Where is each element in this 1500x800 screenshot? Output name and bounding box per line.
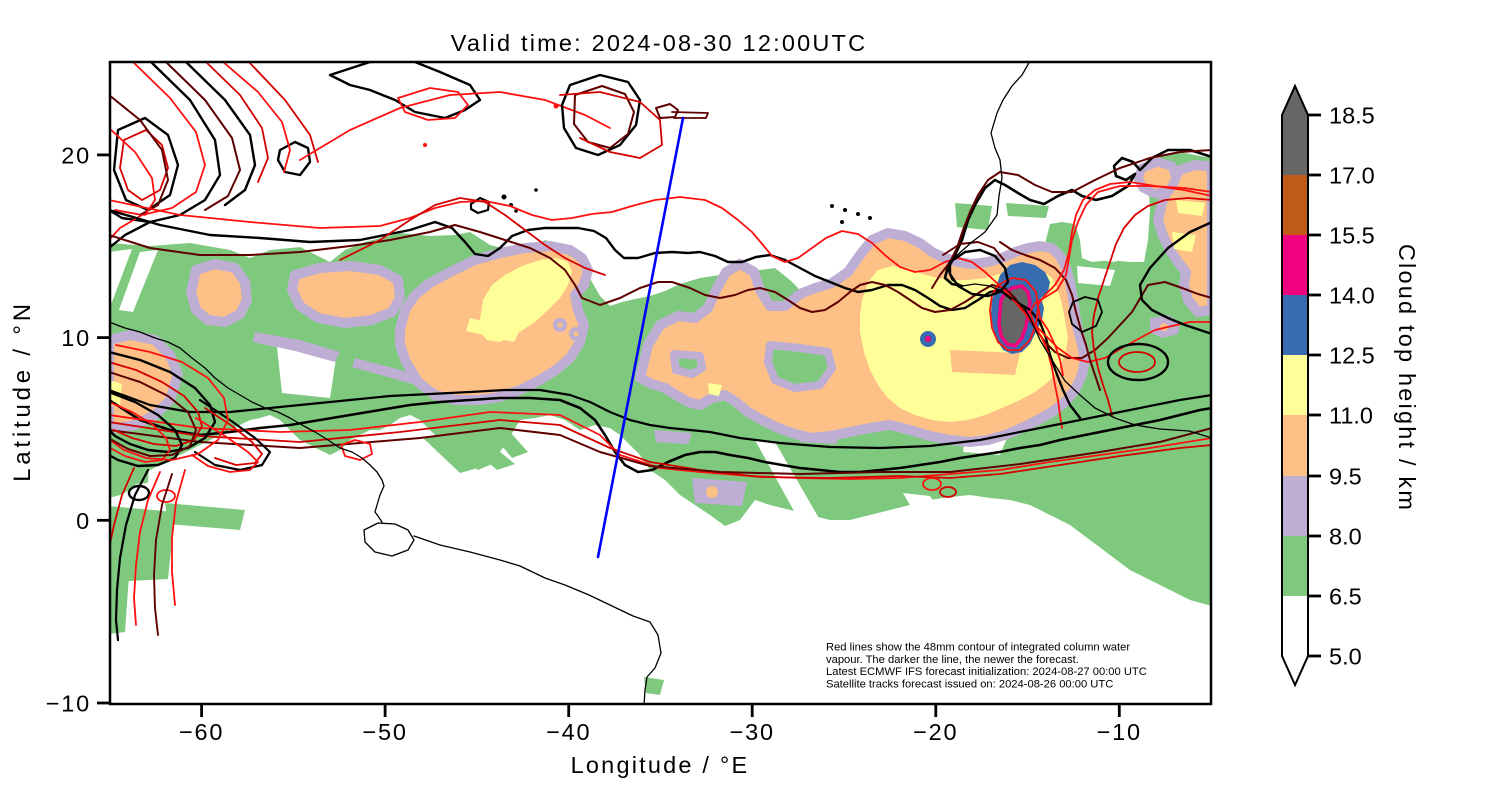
svg-text:6.5: 6.5 bbox=[1329, 584, 1362, 610]
svg-text:−10: −10 bbox=[1097, 719, 1142, 745]
svg-text:−30: −30 bbox=[730, 719, 775, 745]
svg-text:9.5: 9.5 bbox=[1329, 464, 1362, 490]
svg-text:14.0: 14.0 bbox=[1329, 283, 1375, 309]
svg-text:Valid time: 2024-08-30 12:00UT: Valid time: 2024-08-30 12:00UTC bbox=[451, 30, 868, 56]
svg-text:5.0: 5.0 bbox=[1329, 644, 1362, 670]
svg-text:17.0: 17.0 bbox=[1329, 163, 1375, 189]
svg-text:20: 20 bbox=[61, 142, 91, 168]
svg-text:−60: −60 bbox=[179, 719, 224, 745]
svg-text:Latest ECMWF IFS forecast init: Latest ECMWF IFS forecast initialization… bbox=[826, 666, 1147, 678]
svg-text:−20: −20 bbox=[913, 719, 958, 745]
svg-text:Cloud top height / km: Cloud top height / km bbox=[1394, 244, 1420, 512]
svg-text:Red lines show the 48mm contou: Red lines show the 48mm contour of integ… bbox=[826, 642, 1130, 654]
svg-text:Latitude / °N: Latitude / °N bbox=[9, 300, 36, 482]
svg-text:8.0: 8.0 bbox=[1329, 524, 1362, 550]
svg-text:vapour. The darker the line, t: vapour. The darker the line, the newer t… bbox=[826, 654, 1079, 666]
svg-text:−10: −10 bbox=[46, 691, 91, 717]
svg-text:0: 0 bbox=[76, 508, 91, 534]
svg-text:−50: −50 bbox=[362, 719, 407, 745]
svg-text:18.5: 18.5 bbox=[1329, 103, 1375, 129]
svg-text:12.5: 12.5 bbox=[1329, 343, 1375, 369]
svg-text:15.5: 15.5 bbox=[1329, 223, 1375, 249]
svg-text:10: 10 bbox=[61, 325, 91, 351]
svg-text:Longitude / °E: Longitude / °E bbox=[571, 752, 750, 778]
svg-text:−40: −40 bbox=[546, 719, 591, 745]
svg-text:11.0: 11.0 bbox=[1329, 403, 1373, 429]
svg-text:Satellite tracks forecast issu: Satellite tracks forecast issued on: 202… bbox=[826, 678, 1113, 690]
